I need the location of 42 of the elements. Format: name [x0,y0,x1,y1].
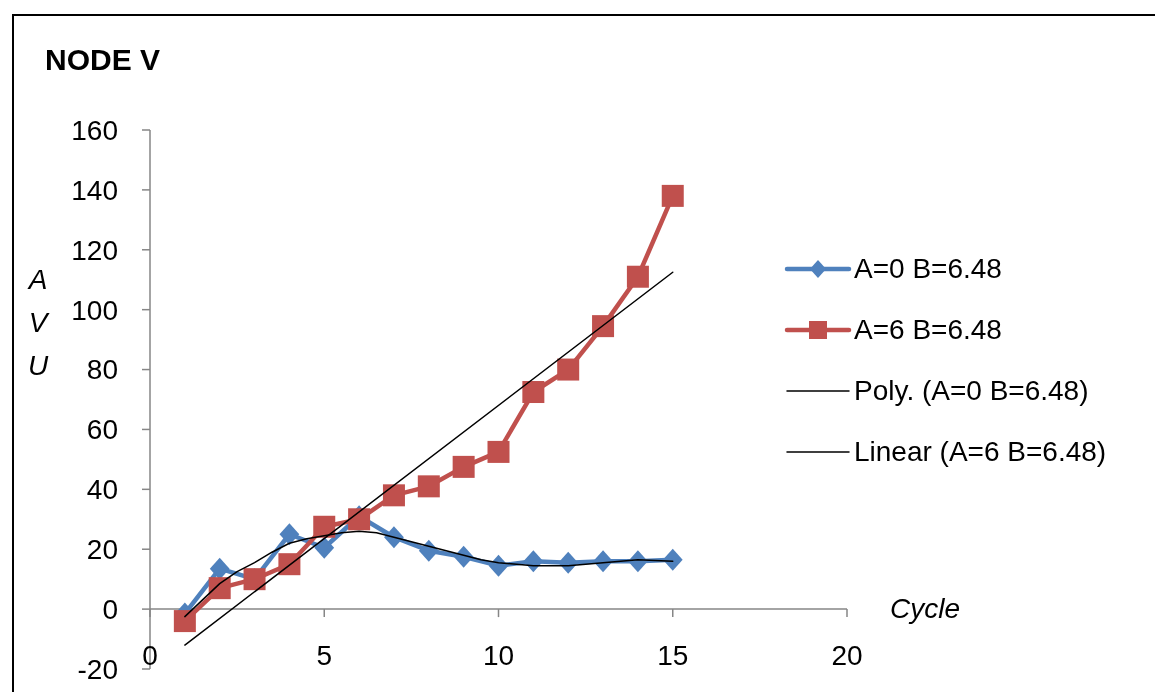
point [452,455,475,478]
y-tick-label: -20 [77,653,118,685]
x-tick-label: 0 [142,639,158,671]
x-axis-title: Cycle [890,592,961,627]
y-tick-label: 40 [86,474,118,506]
point [313,515,336,538]
point [626,265,649,288]
point [314,536,335,559]
point [661,184,684,207]
legend-label: Poly. (A=0 B=6.48) [854,374,1089,407]
y-tick-label: 100 [71,294,118,326]
y-tick-label: 160 [71,114,118,146]
point [558,551,579,574]
point [522,381,545,404]
point [208,577,231,600]
y-tick-label: 140 [71,174,118,206]
point [487,440,510,463]
y-tick-label: 60 [86,414,118,446]
point [279,523,300,546]
point [592,315,615,338]
point [278,553,301,576]
y-tick-label: 20 [86,534,118,566]
point [662,548,683,571]
chart-title: NODE V [45,42,161,78]
point [557,358,580,381]
y-tick-label: 80 [86,354,118,386]
legend-label: A=6 B=6.48 [854,313,1002,346]
y-tick-label: 0 [102,594,118,626]
x-tick-label: 10 [482,639,515,671]
point [523,550,544,573]
point [418,539,439,562]
x-tick-label: 15 [657,639,689,671]
y-tick-label: 120 [71,234,118,266]
y-axis-title: AVU [26,263,50,381]
point [382,484,405,507]
x-tick-label: 20 [831,639,863,671]
legend-label: A=0 B=6.48 [854,252,1002,285]
point [417,475,440,498]
legend-label: Linear (A=6 B=6.48) [854,435,1107,468]
x-tick-label: 5 [316,639,333,671]
point [173,610,196,633]
point [209,557,230,580]
